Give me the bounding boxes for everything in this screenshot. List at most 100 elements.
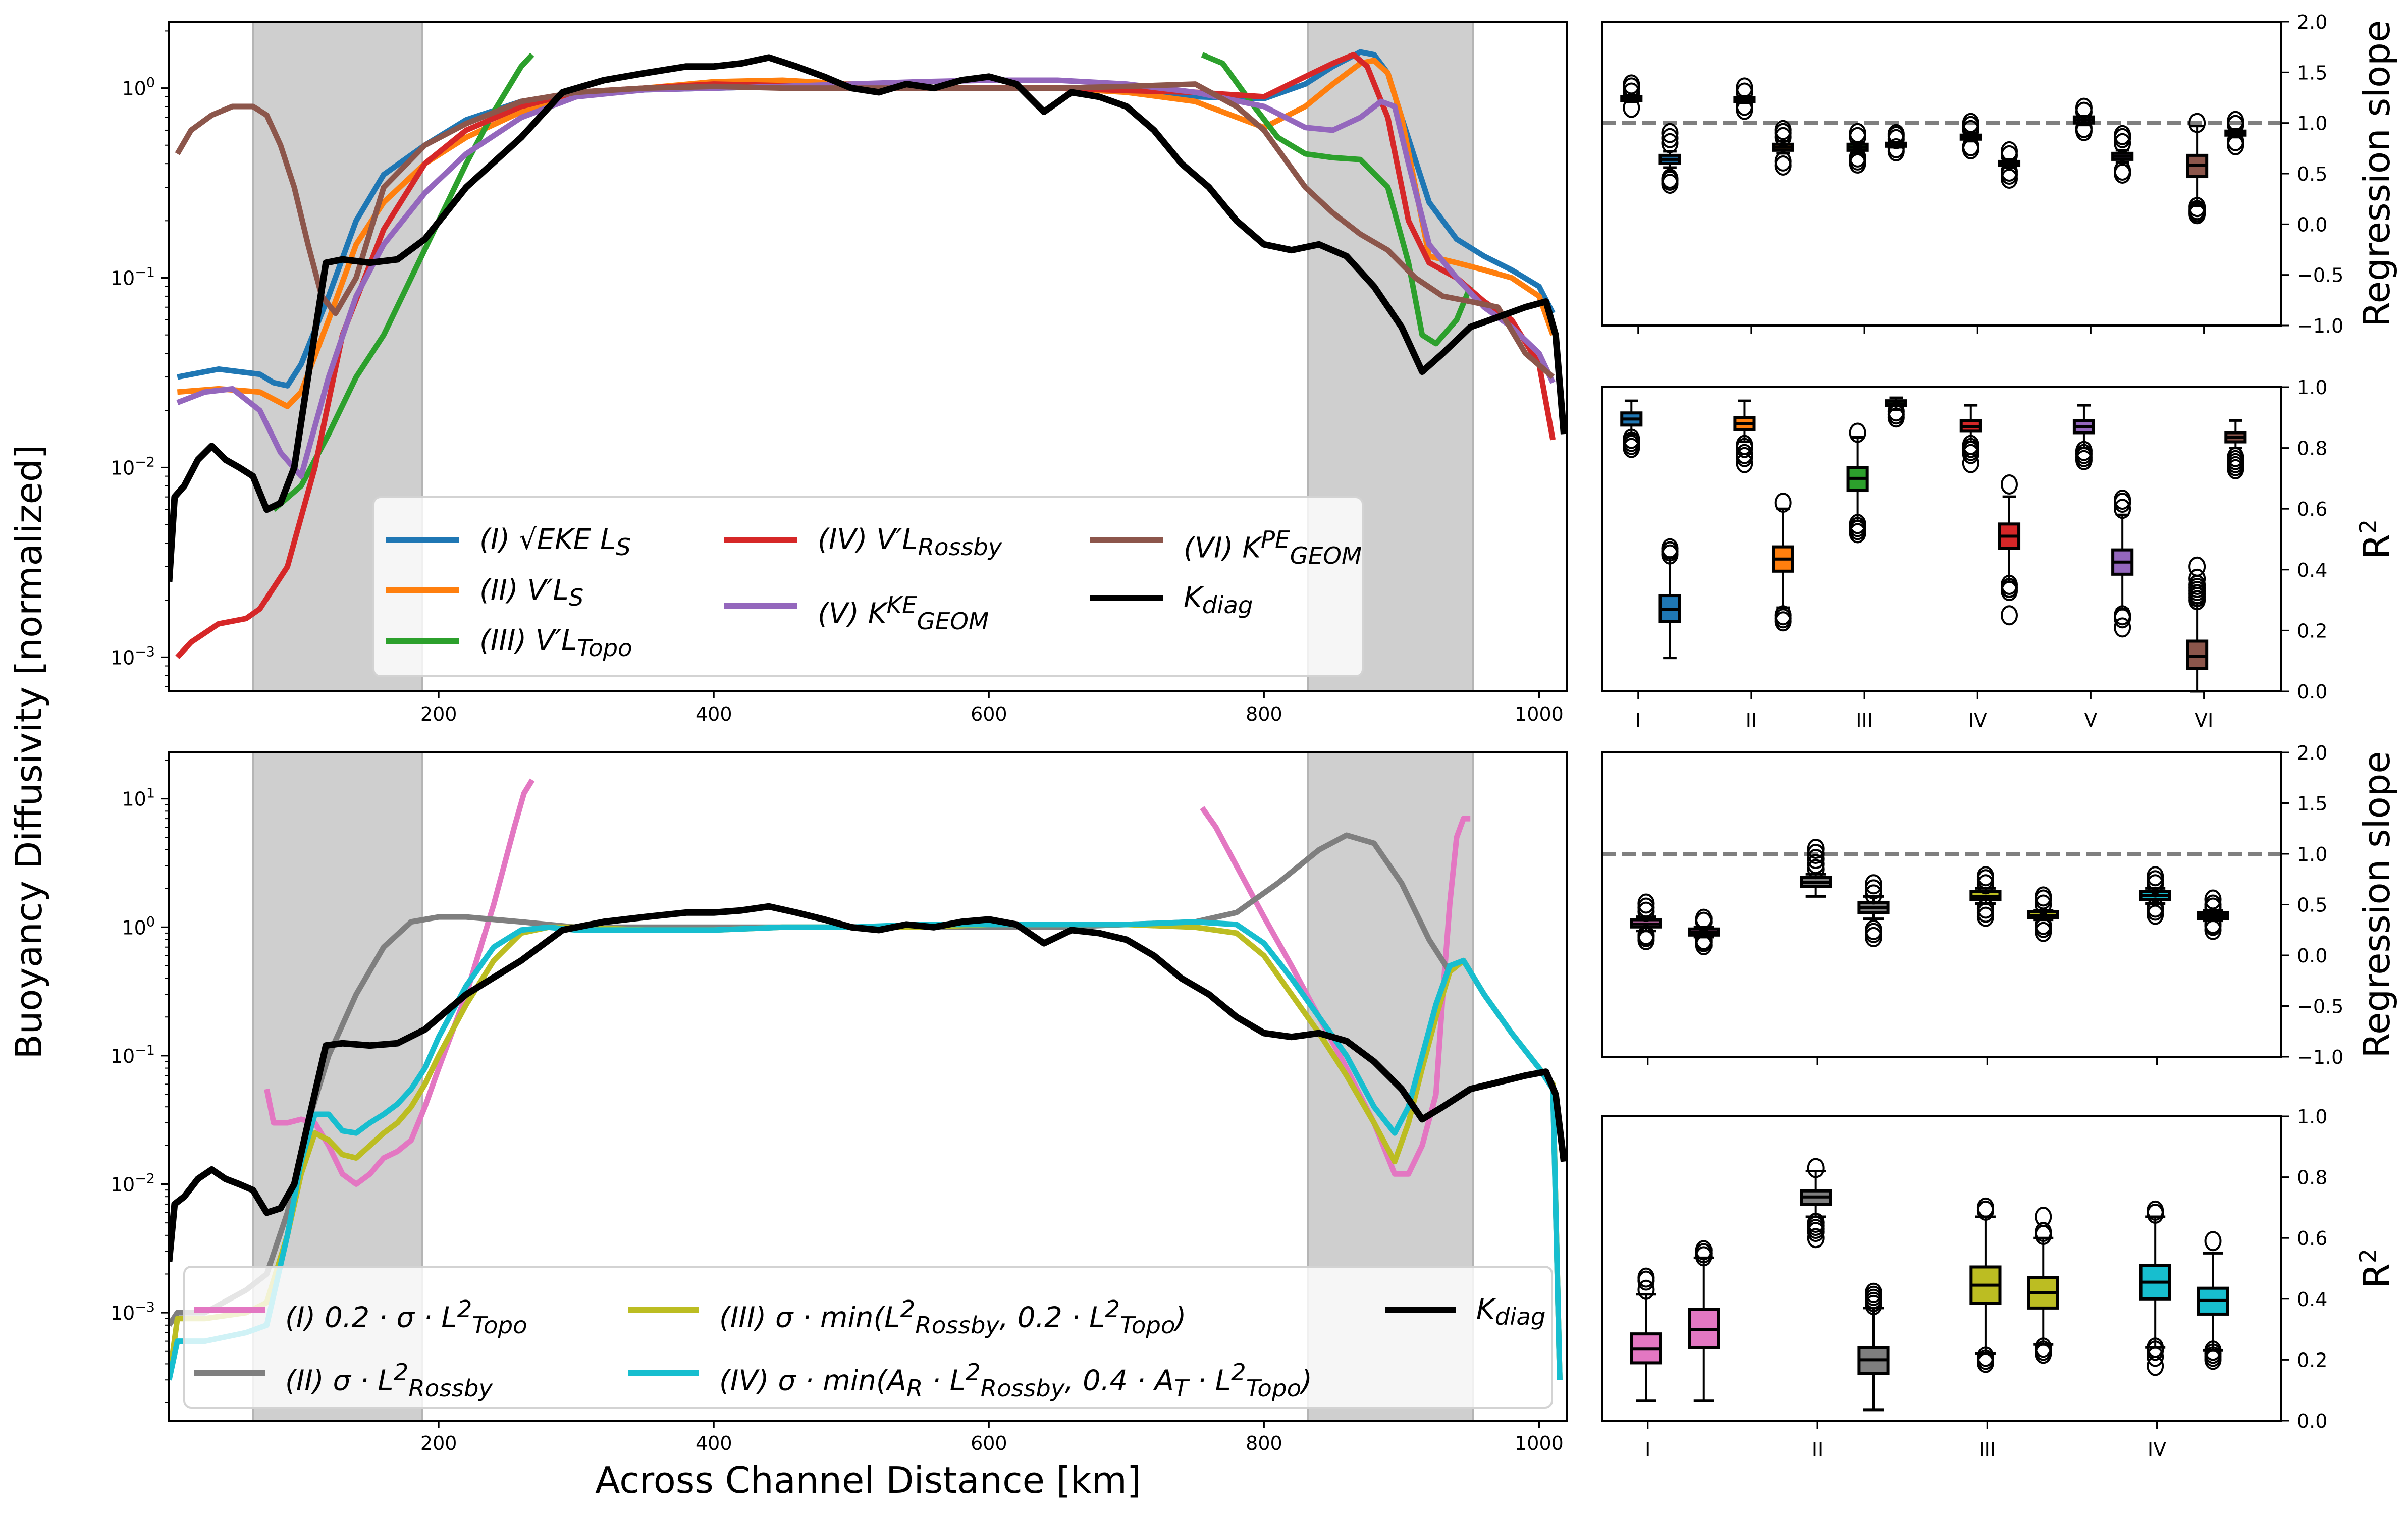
y-tick-label: 101 [122,786,155,810]
y-tick-label: −0.5 [2297,264,2343,287]
x-tick-label: 1000 [1515,1432,1564,1454]
bottom_profiles-axes: 200 400 600 800 1000 101 100 10−1 10−2 10−3 (I) 0.… [111,751,1568,1454]
y-tick-label: 1.0 [2297,113,2327,135]
outlier-point [2001,161,2018,182]
box-IV-2 [2197,889,2229,940]
legend-label: (III) V′LTopo [479,624,632,663]
outlier-point [2147,1200,2164,1221]
box-I-1 [1620,399,1643,458]
y-tick-label: 2.0 [2297,742,2327,764]
x-tick-label: I [1645,1438,1650,1460]
box-II-1 [1800,838,1832,898]
outlier-point [1637,893,1655,914]
y-tick-label: 0.2 [2297,1349,2327,1371]
outlier-point [1661,123,1679,143]
axes-frame [168,21,1568,692]
shared-x-axis-label: Across Channel Distance [km] [595,1459,1141,1501]
outlier-point [2227,131,2244,151]
outlier-point [2204,1231,2222,1252]
y-tick-label: 0.8 [2297,1167,2327,1189]
outlier-point [1774,151,1792,172]
outlier-point [1887,138,1905,158]
outlier-point [1807,849,1825,870]
outlier-point [2147,1346,2164,1367]
outlier-point [2075,118,2093,138]
y-tick-label: 0.4 [2297,559,2327,581]
outlier-point [2204,913,2222,934]
series-line-6 [175,81,1555,380]
legend-entry: (V) KKEGEOM [818,592,989,635]
x-tick-label: I [1635,709,1641,731]
legend-entry: (III) σ · min(L2Rossby, 0.2 · L2Topo) [719,1296,1186,1339]
outlier-point [1976,1197,1994,1218]
series-line-4 [169,919,1563,1381]
legend-entry: (IV) σ · min(AR · L2Rossby, 0.4 · AT · L… [719,1359,1312,1402]
outlier-point [1865,884,1882,905]
outlier-point [1736,444,1753,464]
outlier-point [1849,422,1866,443]
box-II-2 [1772,493,1794,632]
box-I-2 [1658,538,1681,660]
outlier-point [1807,1158,1825,1178]
y-tick-label: 10−3 [111,644,155,669]
box-III-2 [1885,124,1907,161]
outlier-point [2114,605,2131,626]
outlier-point [1976,1346,1994,1367]
y-axis-label: R2 [2355,519,2398,559]
box-II-2 [1772,120,1794,176]
legend-box [183,1266,1553,1409]
outlier-point [1976,866,1994,887]
x-tick-label: 600 [971,1432,1007,1454]
legend-label: (IV) σ · min(AR · L2Rossby, 0.4 · AT · L… [719,1359,1312,1402]
x-tick-label: IV [1968,709,1987,731]
top_profiles-axes: 200 400 600 800 1000 100 10−1 10−2 10−3 (I) √EKE … [111,21,1568,725]
legend-label: (I) √EKE LS [479,523,631,562]
y-tick-label: 10−2 [111,1171,155,1196]
outlier-point [1849,123,1866,143]
outlier-point [1865,1282,1882,1303]
outlier-point [1976,874,1994,895]
outlier-point [1774,493,1792,513]
axes-frame [168,751,1568,1422]
y-tick-label: 0.0 [2297,1410,2327,1432]
box-III-1 [1969,866,2002,927]
outlier-point [1623,82,1640,103]
series-lines [169,49,1567,660]
series-line-5 [176,77,1556,479]
outlier-point [2204,1340,2222,1361]
legend-entry: (VI) KPEGEOM [1184,526,1362,570]
outlier-point [1623,74,1640,95]
y-tick-label: 0.0 [2297,681,2327,703]
box-I-1 [1630,1267,1663,1402]
x-tick-label: 400 [695,703,732,725]
outlier-point [1807,838,1825,859]
outlier-point [1849,514,1866,534]
outlier-point [1807,1228,1825,1249]
x-tick-label: III [1978,1438,1996,1460]
outlier-point [1962,136,1979,156]
y-tick-label: 10−2 [111,454,155,479]
outlier-point [2035,894,2052,915]
legend-entry: Kdiag [1476,1293,1546,1331]
box-IV-1 [2139,1200,2171,1376]
outlier-point [1695,1240,1713,1261]
outlier-point [1865,919,1882,940]
outlier-point [1661,538,1679,559]
outlier-point [1736,435,1753,455]
outlier-point [1774,120,1792,140]
box-I-1 [1630,893,1663,950]
x-tick-label: 800 [1246,1432,1282,1454]
y-tick-label: 10−1 [111,264,155,289]
outlier-point [2188,568,2206,589]
box-V-1 [2072,404,2096,470]
box-III-2 [2027,886,2059,942]
box-I-2 [1688,1240,1720,1402]
box-V-1 [2072,97,2096,141]
x-tick-label: 200 [420,703,457,725]
legend-label: (II) σ · L2Rossby [285,1359,493,1402]
outlier-point [1976,898,1994,919]
outlier-point [2035,1222,2052,1242]
x-tick-label: II [1746,709,1757,731]
outlier-point [1807,859,1825,880]
x-tick-label: IV [2148,1438,2166,1460]
